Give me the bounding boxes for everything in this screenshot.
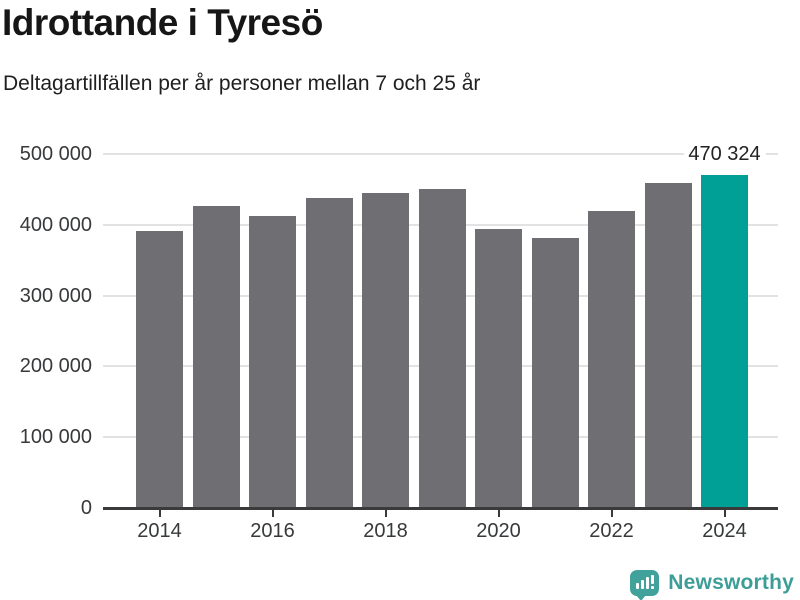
x-axis-label: 2016 — [250, 520, 295, 542]
logo-bar-icon — [636, 583, 640, 589]
x-axis-label: 2018 — [363, 520, 408, 542]
bar — [249, 215, 296, 508]
bar — [644, 183, 692, 508]
x-axis-line — [103, 507, 778, 510]
bar — [136, 230, 183, 508]
y-axis-label: 200 000 — [19, 355, 92, 378]
brand-name: Newsworthy — [668, 571, 794, 594]
x-axis-tick — [497, 510, 500, 517]
y-axis-label: 400 000 — [19, 213, 92, 236]
y-axis-label: 500 000 — [19, 143, 92, 165]
bar-chart-plot-area: 0 100 000 200 000 300 000 400 000 500 000 470 … — [20, 144, 778, 542]
x-axis-label: 2020 — [476, 520, 521, 542]
x-axis-label: 2022 — [589, 520, 634, 542]
bar — [531, 237, 579, 508]
x-axis-tick — [384, 510, 387, 517]
newsworthy-logo-icon — [630, 570, 660, 600]
bar — [475, 229, 522, 508]
bar — [588, 210, 635, 508]
y-axis-label: 0 — [80, 497, 92, 519]
bar-value-label: 470 324 — [683, 144, 766, 164]
chart-subtitle: Deltagartillfällen per år personer mella… — [3, 72, 481, 95]
page-title: Idrottande i Tyresö — [2, 2, 323, 43]
x-axis-label: 2024 — [702, 520, 747, 542]
bar — [192, 206, 240, 508]
y-axis-label: 100 000 — [19, 426, 92, 449]
x-axis-tick — [610, 510, 613, 517]
x-axis-tick — [271, 510, 274, 517]
logo-exclamation-dot-icon — [651, 586, 655, 589]
y-axis-label: 300 000 — [19, 284, 92, 307]
bar-highlighted — [701, 175, 748, 508]
x-axis-tick — [723, 510, 726, 517]
x-axis-tick — [158, 510, 161, 517]
logo-exclamation-icon — [651, 575, 655, 584]
bar — [305, 197, 353, 508]
logo-bar-icon — [641, 580, 645, 589]
grid-line — [103, 153, 778, 155]
bar — [418, 189, 466, 508]
newsworthy-logo: Newsworthy — [630, 570, 794, 600]
x-axis-label: 2014 — [137, 520, 182, 542]
bar — [362, 192, 409, 508]
logo-bar-icon — [646, 577, 650, 589]
